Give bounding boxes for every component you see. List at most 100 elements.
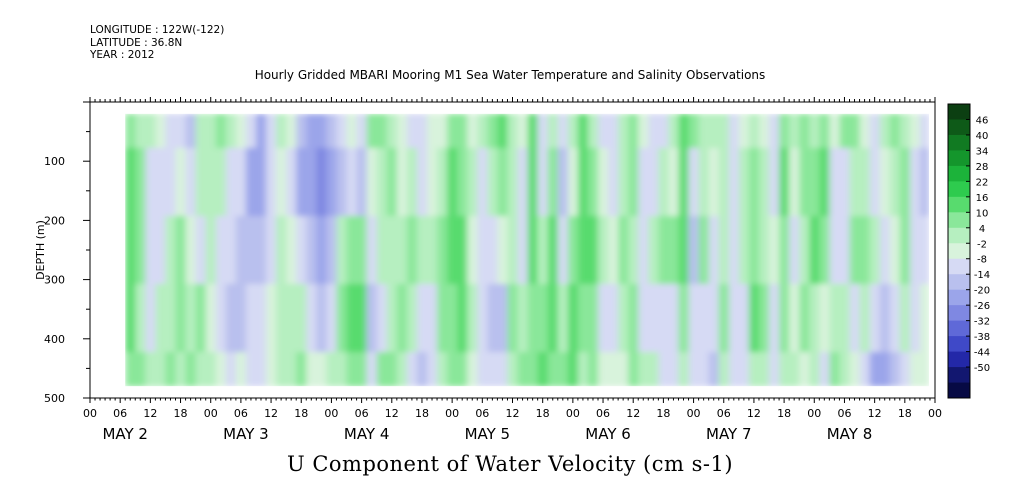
heatmap-cell <box>195 216 207 285</box>
heatmap-cell <box>306 113 317 149</box>
longitude-label: LONGITUDE : 122W(-122) <box>90 24 225 36</box>
colorbar-label: -44 <box>974 348 990 359</box>
heatmap-cell <box>668 113 680 149</box>
heatmap-cell <box>356 284 368 353</box>
colorbar-swatch <box>948 336 970 352</box>
heatmap-cell <box>668 216 680 285</box>
heatmap-cell <box>738 147 750 217</box>
day-label: MAY 2 <box>102 425 148 443</box>
heatmap-cell <box>437 113 448 149</box>
heatmap-cell <box>708 147 720 217</box>
x-tick-label: 18 <box>777 407 791 420</box>
latitude-label: LATITUDE : 36.8N <box>90 36 183 49</box>
heatmap-cell <box>165 113 177 149</box>
heatmap-cell <box>356 216 368 285</box>
heatmap-cell <box>306 216 317 285</box>
heatmap-cell <box>467 113 478 149</box>
heatmap-cell <box>316 284 327 353</box>
heatmap-cell <box>849 113 861 149</box>
day-label: MAY 8 <box>827 425 873 443</box>
heatmap-cell <box>557 284 569 353</box>
heatmap-cell <box>809 113 820 149</box>
heatmap-cell <box>396 113 408 149</box>
heatmap-cell <box>879 284 891 353</box>
heatmap-cell <box>376 352 388 387</box>
heatmap-cell <box>326 216 338 285</box>
x-tick-label: 12 <box>143 407 157 420</box>
heatmap-cell <box>889 147 901 217</box>
heatmap-cell <box>326 147 338 217</box>
heatmap-cell <box>849 216 861 285</box>
heatmap-cell <box>235 147 247 217</box>
heatmap-cell <box>296 352 307 387</box>
x-tick-label: 06 <box>596 407 610 420</box>
heatmap-cell <box>376 113 388 149</box>
colorbar-swatch <box>948 119 970 136</box>
heatmap-cell <box>256 113 267 149</box>
heatmap-cell <box>195 284 207 353</box>
heatmap-cell <box>759 352 770 387</box>
heatmap-cell <box>205 216 217 285</box>
heatmap-cell <box>437 216 448 285</box>
heatmap-cell <box>678 216 690 285</box>
heatmap-cell <box>537 113 549 149</box>
colorbar-label: -32 <box>974 317 990 328</box>
heatmap-cell <box>547 216 559 285</box>
heatmap-cell <box>919 352 930 387</box>
heatmap-cell <box>909 284 921 353</box>
x-tick-label: 18 <box>656 407 670 420</box>
heatmap-cell <box>245 284 257 353</box>
heatmap-cell <box>427 352 438 387</box>
heatmap-cell <box>427 216 438 285</box>
heatmap-cell <box>215 113 227 149</box>
heatmap-cell <box>165 284 177 353</box>
colorbar-label: 28 <box>976 162 989 173</box>
heatmap-cell <box>286 113 297 149</box>
heatmap-cell <box>728 113 740 149</box>
heatmap-cell <box>457 113 468 149</box>
heatmap-cell <box>376 147 388 217</box>
heatmap-cell <box>326 284 338 353</box>
heatmap-cell <box>427 147 438 217</box>
heatmap-cell <box>517 352 529 387</box>
heatmap-cell <box>356 147 368 217</box>
day-label: MAY 6 <box>585 425 631 443</box>
heatmap-cell <box>567 284 579 353</box>
heatmap-cell <box>859 147 871 217</box>
day-label: MAY 3 <box>223 425 269 443</box>
heatmap-cell <box>346 147 358 217</box>
heatmap-cell <box>125 216 136 285</box>
heatmap-cell <box>527 147 539 217</box>
heatmap-cell <box>517 216 529 285</box>
heatmap-cell <box>487 147 499 217</box>
heatmap-cell <box>376 216 388 285</box>
heatmap-cell <box>276 113 287 149</box>
colorbar-frame <box>947 103 971 399</box>
heatmap-cell <box>527 113 539 149</box>
heatmap-cell <box>477 216 488 285</box>
heatmap-cell <box>135 352 146 387</box>
heatmap-cell <box>175 147 187 217</box>
heatmap-cell <box>416 147 428 217</box>
no-data-area <box>91 386 934 397</box>
heatmap-cell <box>698 113 710 149</box>
heatmap-cell <box>155 216 167 285</box>
heatmap-cell <box>909 147 921 217</box>
heatmap-cell <box>266 216 277 285</box>
heatmap-cell <box>406 284 418 353</box>
heatmap-cell <box>336 284 348 353</box>
heatmap-cell <box>467 147 478 217</box>
heatmap-cell <box>648 147 659 217</box>
heatmap-cell <box>919 113 930 149</box>
heatmap-cell <box>266 352 277 387</box>
heatmap-cell <box>608 147 619 217</box>
heatmap-cell <box>185 147 197 217</box>
no-data-areas <box>91 103 934 397</box>
heatmap-cell <box>447 147 458 217</box>
heatmap-cell <box>437 147 448 217</box>
heatmap-cell <box>789 216 800 285</box>
heatmap-cell <box>396 352 408 387</box>
heatmap-cell <box>477 113 488 149</box>
heatmap-cell <box>889 113 901 149</box>
